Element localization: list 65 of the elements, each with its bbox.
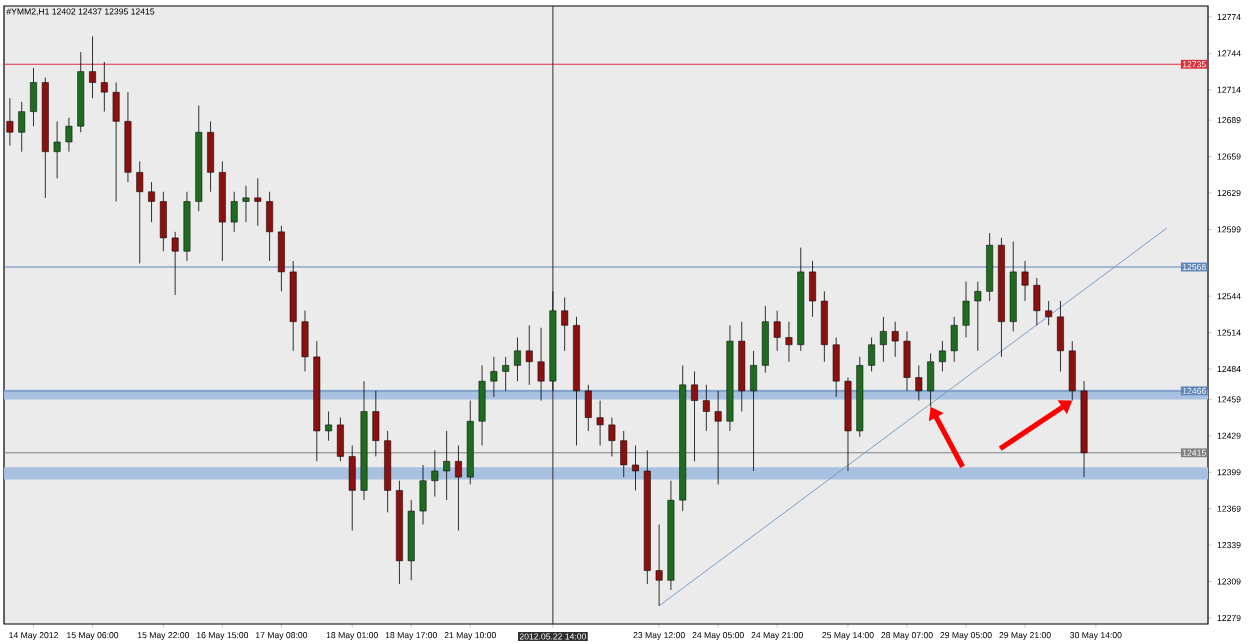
candlestick — [230, 191, 238, 233]
candlestick — [561, 297, 569, 352]
candlestick — [891, 321, 899, 358]
candlestick — [809, 260, 817, 318]
candlestick — [584, 384, 592, 432]
candlestick — [277, 225, 285, 292]
candlestick — [596, 400, 604, 446]
candlestick — [620, 430, 628, 478]
candlestick — [832, 337, 840, 398]
candlestick — [691, 371, 698, 462]
candlestick — [525, 324, 533, 386]
candlestick — [100, 61, 108, 113]
candlestick — [266, 191, 274, 262]
candlestick — [325, 411, 333, 442]
candlestick — [136, 161, 144, 264]
candlestick — [431, 449, 439, 497]
candlestick — [242, 185, 250, 223]
candlestick — [938, 340, 946, 372]
candlestick — [30, 67, 37, 127]
candlestick — [207, 120, 215, 193]
candlestick — [171, 231, 179, 296]
candlestick — [348, 445, 356, 531]
candlestick — [1057, 300, 1064, 372]
candlestick — [1068, 340, 1076, 401]
candlestick — [950, 316, 958, 363]
candlestick — [879, 316, 887, 363]
candlestick — [18, 101, 26, 153]
candlestick — [903, 330, 911, 392]
candlestick — [537, 327, 545, 401]
candlestick — [655, 524, 663, 607]
candlestick — [986, 232, 994, 302]
candlestick — [927, 352, 935, 408]
candlestick — [785, 321, 793, 363]
candlestick — [455, 445, 462, 531]
candlestick — [702, 384, 710, 432]
candlestick — [301, 310, 309, 372]
candlestick — [53, 120, 61, 179]
candlestick — [820, 290, 828, 363]
candlestick — [443, 430, 451, 501]
candlestick — [336, 417, 344, 462]
candlestick — [714, 390, 722, 485]
candlestick — [159, 191, 167, 252]
candlestick — [773, 310, 781, 352]
candlestick — [419, 464, 427, 525]
candlestick — [1045, 300, 1053, 326]
candlestick — [750, 350, 757, 472]
candlestick — [915, 364, 923, 401]
candlestick — [254, 178, 262, 227]
candlestick — [148, 181, 155, 223]
candlestick — [502, 356, 510, 392]
candlestick — [632, 445, 639, 491]
candlestick — [974, 281, 982, 352]
candlestick — [65, 117, 73, 153]
candlestick — [490, 356, 498, 398]
candlestick — [372, 390, 380, 457]
candlestick — [478, 364, 486, 446]
candlestick — [608, 417, 616, 457]
candlestick — [514, 337, 521, 382]
candlestick — [868, 337, 876, 372]
candlestick — [761, 305, 769, 374]
candlestick — [1033, 277, 1041, 326]
candlestick — [89, 35, 96, 99]
candlestick — [112, 82, 120, 202]
candlestick — [962, 281, 970, 338]
candlestick — [1021, 260, 1029, 302]
